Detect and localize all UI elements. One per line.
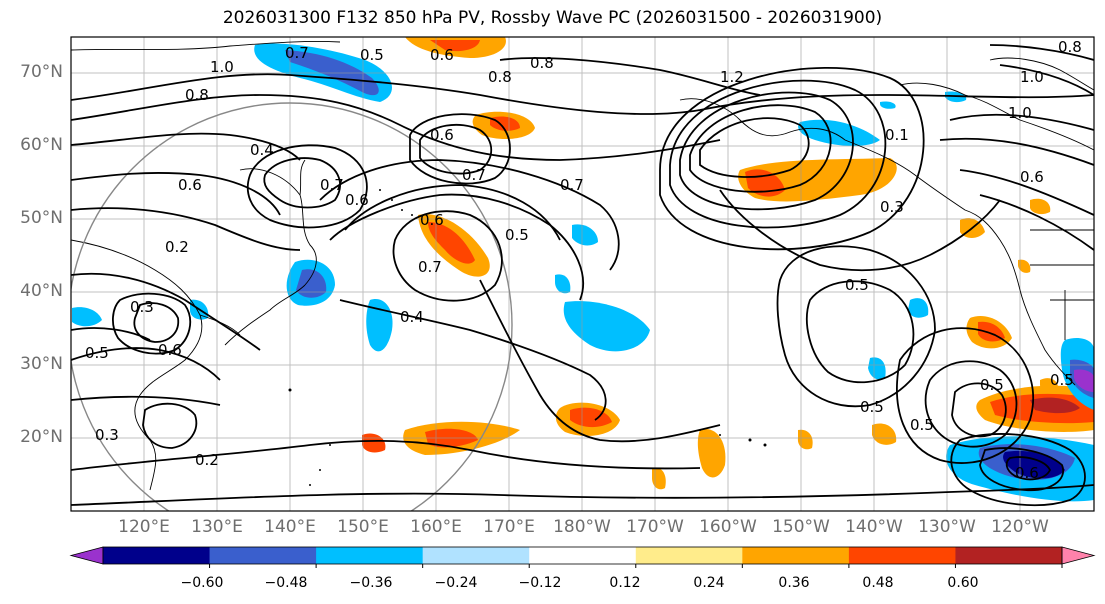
map-title: 2026031300 F132 850 hPa PV, Rossby Wave … [222,8,883,28]
lon-label: 130°W [918,517,976,537]
contour-label: 0.7 [418,258,442,276]
contour-label: 1.0 [210,58,234,76]
contour-label: 0.7 [320,176,344,194]
contour-label: 0.8 [488,68,512,86]
colorbar-tick-label: −0.48 [264,575,308,591]
contour-label: 0.5 [860,398,884,416]
contour-label: 0.7 [285,44,309,62]
contour-label: 0.5 [910,416,934,434]
lon-label: 120°W [991,517,1049,537]
contour-label: 0.4 [250,141,274,159]
lat-label: 20°N [20,427,63,447]
colorbar-tick-label: 0.48 [862,575,894,591]
colorbar-tick-label: −0.24 [434,575,478,591]
pv-contours [71,44,1094,507]
contour-label: 0.5 [360,46,384,64]
contour-label: 0.5 [85,344,109,362]
contour-label: 0.4 [400,308,424,326]
colorbar-tick-label: −0.12 [518,575,562,591]
colorbar-tick-label: 0.12 [609,575,641,591]
contour-label: 0.3 [95,426,119,444]
contour-labels: 0.5 0.7 1.0 0.8 0.6 0.8 0.8 1.2 1.0 1.0 … [85,38,1082,482]
contour-label: 0.7 [462,166,486,184]
lon-label: 150°W [772,517,830,537]
lat-label: 70°N [20,62,63,82]
lon-label: 180°W [553,517,611,537]
contour-label: 0.6 [430,126,454,144]
contour-label: 1.0 [1020,68,1044,86]
lat-label: 50°N [20,208,63,228]
contour-label: 0.5 [505,226,529,244]
contour-label: 1.0 [1008,104,1032,122]
colorbar-tick-label: 0.36 [778,575,810,591]
lat-label: 40°N [20,281,63,301]
contour-label: 0.6 [345,191,369,209]
lon-label: 140°E [264,517,316,537]
contour-label: 0.6 [430,46,454,64]
contour-label: 0.6 [1020,168,1044,186]
contour-label: 0.3 [130,298,154,316]
lon-label: 160°W [699,517,757,537]
contour-label: 0.7 [560,176,584,194]
contour-label: 0.1 [885,126,909,144]
contour-label: 0.6 [178,176,202,194]
colorbar-tick-label: −0.60 [180,575,224,591]
colorbar-tick-label: −0.36 [349,575,393,591]
contour-label: 1.2 [720,68,744,86]
contour-label: 0.8 [185,86,209,104]
colorbar-tick-label: 0.24 [693,575,725,591]
colorbar-tick-label: 0.60 [947,575,979,591]
lon-label: 140°W [845,517,903,537]
lon-label: 160°E [410,517,462,537]
contour-label: 0.6 [158,341,182,359]
map-frame [70,36,1095,512]
lat-label: 60°N [20,135,63,155]
lon-label: 170°W [626,517,684,537]
lon-label: 120°E [118,517,170,537]
lon-label: 130°E [191,517,243,537]
coastlines [71,41,1094,491]
contour-label: 0.5 [845,276,869,294]
contour-label: 0.3 [880,198,904,216]
contour-label: 0.2 [165,238,189,256]
contour-label: 0.8 [1058,38,1082,56]
contour-label: 0.5 [1050,371,1074,389]
pv-anomaly-shading [72,37,1094,502]
contour-label: 0.5 [980,376,1004,394]
lat-label: 30°N [20,354,63,374]
contour-label: 0.6 [420,211,444,229]
lon-label: 150°E [337,517,389,537]
contour-label: 0.2 [195,451,219,469]
lon-label: 170°E [483,517,535,537]
contour-label: 0.6 [1015,464,1039,482]
reference-circle [71,102,513,511]
contour-label: 0.8 [530,54,554,72]
